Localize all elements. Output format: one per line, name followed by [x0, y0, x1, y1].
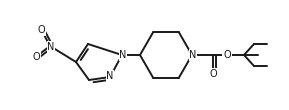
Text: O: O	[32, 52, 40, 62]
Text: N: N	[119, 50, 127, 60]
Text: O: O	[37, 25, 45, 35]
Text: O: O	[209, 69, 217, 79]
Text: N: N	[106, 71, 114, 81]
Text: N: N	[189, 50, 197, 60]
Text: N: N	[47, 42, 55, 52]
Text: O: O	[223, 50, 231, 60]
